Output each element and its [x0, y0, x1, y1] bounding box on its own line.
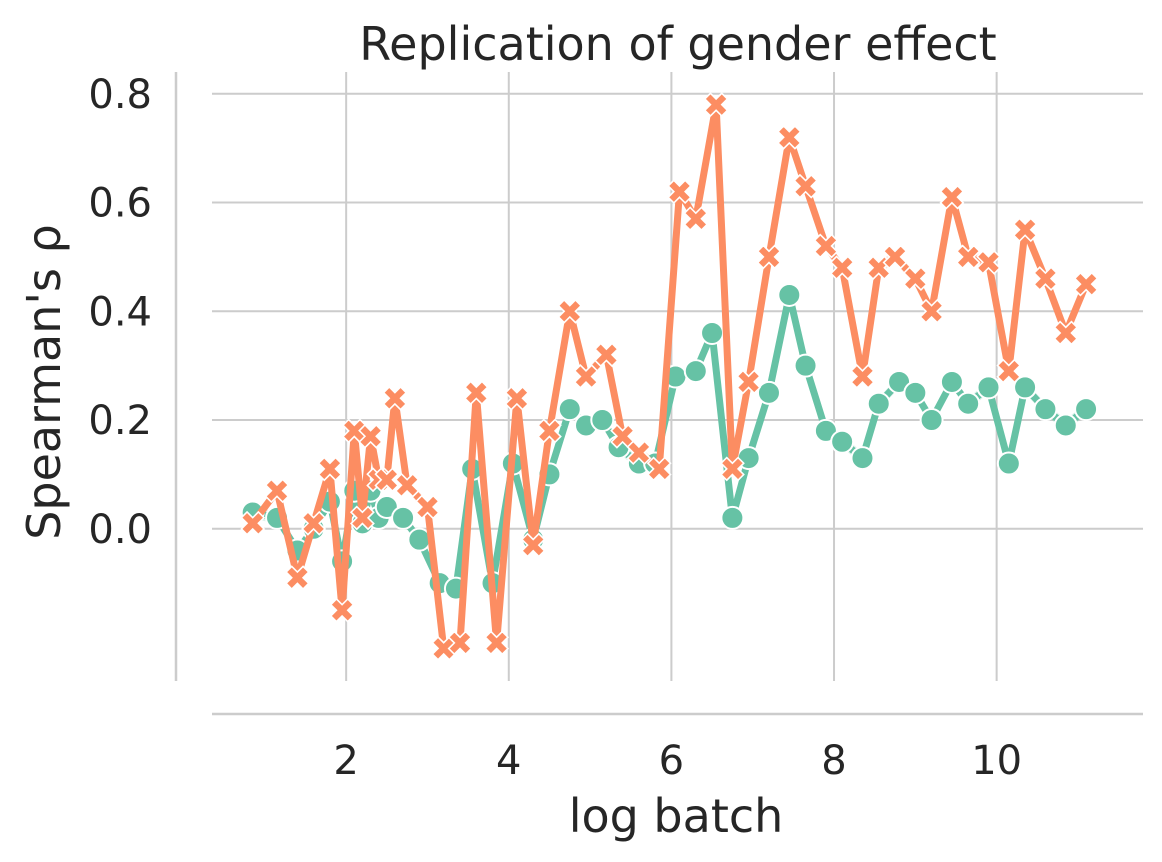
data-point — [956, 391, 981, 416]
data-point — [850, 364, 875, 389]
data-point — [777, 282, 802, 307]
data-point — [793, 353, 818, 378]
data-point — [1033, 397, 1058, 422]
data-point — [996, 358, 1022, 384]
data-point — [626, 440, 652, 466]
data-point — [703, 92, 729, 118]
data-point — [520, 532, 546, 558]
gridlines — [212, 72, 1143, 681]
data-point — [866, 391, 891, 416]
x-tick-labels: 2 4 6 8 10 — [333, 738, 1022, 784]
data-point — [374, 495, 399, 519]
y-tick-label: 0.8 — [88, 72, 152, 118]
data-point — [1074, 397, 1099, 422]
data-point — [590, 408, 615, 432]
data-point — [391, 505, 416, 530]
data-point — [955, 244, 981, 270]
data-point — [415, 494, 440, 520]
y-tick-label: 0.2 — [88, 398, 152, 444]
data-point — [284, 565, 310, 591]
data-point — [939, 184, 965, 210]
data-point — [829, 255, 855, 281]
data-point — [996, 451, 1021, 476]
data-point — [683, 359, 708, 384]
data-point — [447, 630, 473, 656]
data-point — [720, 505, 745, 530]
data-point — [382, 385, 408, 411]
data-point — [358, 423, 384, 449]
data-point — [504, 385, 530, 411]
data-point — [700, 321, 725, 345]
y-tick-label: 0.4 — [88, 289, 152, 335]
data-point — [1053, 320, 1079, 346]
data-point — [919, 408, 944, 432]
data-point — [902, 266, 928, 292]
data-point — [736, 369, 762, 395]
x-tick-label: 4 — [496, 738, 521, 784]
data-point — [557, 298, 583, 324]
data-point — [573, 364, 599, 389]
data-point — [939, 369, 964, 394]
data-point — [1053, 413, 1078, 438]
data-point — [882, 244, 908, 270]
data-point — [903, 380, 928, 405]
x-tick-label: 2 — [333, 738, 358, 784]
data-point — [1032, 266, 1058, 292]
x-tick-label: 10 — [971, 738, 1022, 784]
data-point — [536, 418, 562, 444]
data-point — [667, 179, 692, 205]
data-point — [646, 456, 672, 482]
y-tick-label: 0.0 — [88, 507, 152, 553]
data-point — [240, 510, 266, 536]
data-point — [919, 298, 945, 324]
data-point — [349, 505, 375, 531]
y-tick-labels: 0.0 0.2 0.4 0.6 0.8 — [88, 72, 152, 553]
data-point — [887, 369, 912, 394]
data-point — [976, 249, 1001, 275]
data-point — [463, 380, 489, 406]
data-point — [683, 206, 709, 232]
x-tick-label: 8 — [821, 738, 846, 784]
y-axis-label: Spearman's ρ — [17, 224, 71, 540]
x-axis-label: log batch — [569, 789, 784, 843]
data-point — [264, 478, 290, 504]
data-point — [813, 233, 839, 259]
data-point — [793, 173, 819, 199]
y-tick-label: 0.6 — [88, 181, 152, 227]
data-point — [593, 342, 619, 368]
series — [240, 92, 1099, 661]
data-point — [317, 456, 343, 482]
data-point — [1013, 375, 1038, 400]
data-point — [776, 124, 802, 150]
series-2 — [240, 92, 1099, 661]
x-tick-label: 6 — [659, 738, 684, 784]
data-point — [813, 418, 838, 443]
data-point — [850, 446, 875, 471]
data-point — [756, 244, 782, 270]
data-point — [557, 397, 582, 422]
data-point — [394, 472, 420, 498]
data-point — [1073, 271, 1099, 297]
data-point — [756, 380, 781, 405]
data-point — [374, 467, 400, 493]
data-point — [976, 375, 1001, 400]
data-point — [301, 510, 327, 536]
data-point — [1012, 217, 1038, 243]
data-point — [830, 429, 855, 454]
data-point — [329, 597, 355, 623]
chart-title: Replication of gender effect — [359, 17, 996, 71]
data-point — [484, 630, 510, 656]
data-point — [719, 456, 745, 482]
